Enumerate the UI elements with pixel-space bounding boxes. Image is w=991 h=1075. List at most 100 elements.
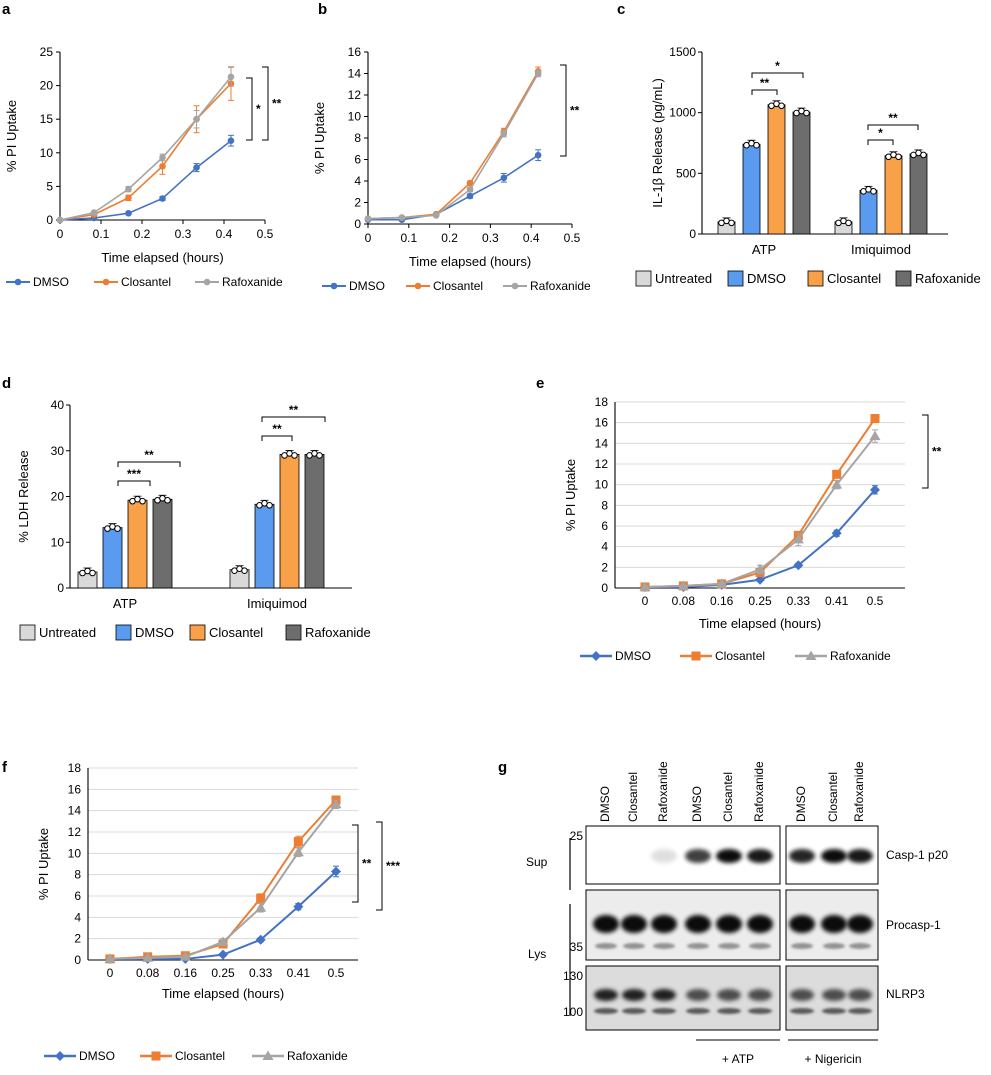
replicate-dot xyxy=(870,188,877,195)
legend-marker xyxy=(55,1051,65,1061)
panel-label-c: c xyxy=(617,1,625,18)
y-tick-label: 30 xyxy=(51,444,65,458)
band-nlrp3 xyxy=(822,989,846,1001)
data-point xyxy=(677,580,689,590)
legend-swatch xyxy=(727,270,744,287)
band-procasp1-lower xyxy=(791,943,813,949)
y-tick-label: 20 xyxy=(51,490,65,504)
y-tick-label: 14 xyxy=(68,804,82,818)
x-tick-label: 0 xyxy=(57,227,64,241)
band-nlrp3 xyxy=(652,989,676,1001)
y-tick-label: 10 xyxy=(40,146,54,160)
legend-label: Untreated xyxy=(655,271,712,286)
legend-label: Closantel xyxy=(433,279,483,293)
band-procasp1-lower xyxy=(749,943,771,949)
y-tick-label: 4 xyxy=(74,910,81,924)
replicate-dot xyxy=(845,219,852,227)
series-line-rafoxanide xyxy=(59,76,232,221)
x-tick-label: 0 xyxy=(642,594,649,608)
y-tick-label: 12 xyxy=(595,457,609,471)
y-tick-label: 14 xyxy=(595,436,609,450)
x-tick-label: 0.2 xyxy=(134,227,151,241)
data-point xyxy=(466,179,474,187)
significance-marker: * xyxy=(775,59,780,73)
category-label: ATP xyxy=(752,242,776,257)
bar-dmso xyxy=(102,527,123,589)
data-point xyxy=(398,214,406,221)
panel-label-g: g xyxy=(498,759,507,776)
x-tick-label: 0.41 xyxy=(287,966,311,980)
bar-rafoxanide xyxy=(152,498,173,589)
replicate-dot xyxy=(803,109,810,117)
band-procasp1-lower xyxy=(687,943,709,949)
replicate-dot xyxy=(753,141,760,149)
x-tick-label: 0.08 xyxy=(136,966,160,980)
band-procasp1 xyxy=(685,915,711,933)
data-point xyxy=(227,73,235,81)
panel-label-b: b xyxy=(318,1,327,18)
y-tick-label: 8 xyxy=(354,131,361,145)
y-axis-label: IL-1β Release (pg/mL) xyxy=(650,78,665,208)
y-tick-label: 0 xyxy=(74,953,81,967)
bar-dmso xyxy=(742,143,761,235)
data-point xyxy=(792,533,804,544)
significance-bracket xyxy=(246,77,253,141)
significance-bracket xyxy=(922,414,929,489)
band-procasp1-lower xyxy=(718,943,740,949)
replicate-dot xyxy=(291,452,298,459)
x-tick-label: 0.33 xyxy=(249,966,273,980)
x-tick-label: 0.5 xyxy=(564,231,581,245)
band-nlrp3 xyxy=(790,989,814,1001)
y-tick-label: 2 xyxy=(74,932,81,946)
replicate-dot xyxy=(316,452,323,459)
data-point xyxy=(159,154,166,161)
legend-label: Rafoxanide xyxy=(222,275,283,289)
panel-label-f: f xyxy=(2,759,8,776)
band-procasp1 xyxy=(716,915,742,933)
y-tick-label: 2 xyxy=(354,196,361,210)
band-nlrp3 xyxy=(622,989,646,1001)
category-label: ATP xyxy=(113,596,137,611)
data-point xyxy=(330,798,342,809)
legend-marker xyxy=(805,650,817,660)
chart-panel-e: 0 2 4 6 8 10 12 14 16 18 0 0.08 0.16 0.25 0.33 0.41 0.5 T… xyxy=(563,395,942,663)
data-point xyxy=(432,212,440,219)
sup-label: Sup xyxy=(526,855,548,869)
significance-marker: * xyxy=(878,126,883,140)
series-line-rafoxanide xyxy=(367,73,539,220)
y-tick-label: 1000 xyxy=(669,106,696,120)
replicate-dot xyxy=(728,219,735,227)
bar-dmso xyxy=(859,189,878,235)
data-point xyxy=(104,953,116,963)
x-tick-label: 0.08 xyxy=(672,594,696,608)
legend-marker xyxy=(511,282,519,290)
significance-bracket xyxy=(751,72,804,78)
significance-marker: ** xyxy=(888,111,898,125)
band-procasp1-lower xyxy=(623,943,645,949)
band-nlrp3-lower xyxy=(652,1008,676,1014)
mw-marker-35: 35 xyxy=(570,940,584,954)
band-procasp1-lower xyxy=(823,943,845,949)
data-point xyxy=(90,209,98,216)
legend-swatch xyxy=(189,624,206,641)
legend-label: Rafoxanide xyxy=(830,649,891,663)
category-label: Imiquimod xyxy=(247,596,307,611)
band-procasp1 xyxy=(847,915,873,933)
band-procasp1 xyxy=(593,915,619,933)
y-tick-label: 10 xyxy=(51,535,65,549)
y-tick-label: 20 xyxy=(40,79,54,93)
data-point xyxy=(466,192,474,200)
bar-rafoxanide xyxy=(792,111,811,235)
band-procasp1 xyxy=(621,915,647,933)
series-line-dmso xyxy=(59,140,232,221)
x-tick-label: 0.4 xyxy=(216,227,233,241)
data-point xyxy=(466,186,474,193)
band-procasp1 xyxy=(651,915,677,933)
legend-label: Closantel xyxy=(209,625,263,640)
lane-label: DMSO xyxy=(794,786,808,822)
legend-label: DMSO xyxy=(615,649,651,663)
replicate-dot xyxy=(164,496,171,504)
x-axis-label: Time elapsed (hours) xyxy=(409,254,531,269)
band-nlrp3 xyxy=(686,989,710,1001)
bar-rafoxanide xyxy=(909,153,928,235)
